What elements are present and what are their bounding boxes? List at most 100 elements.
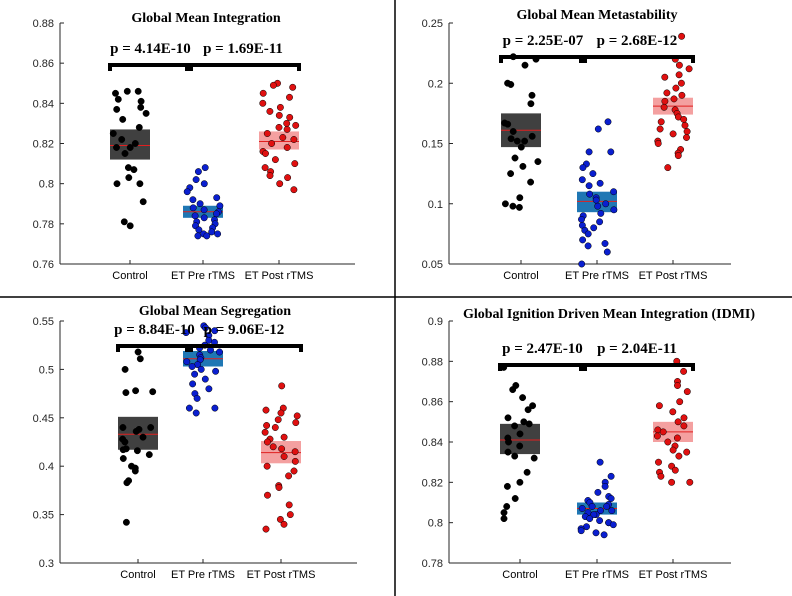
data-point xyxy=(663,89,671,97)
data-point xyxy=(503,503,511,510)
data-point xyxy=(286,93,293,101)
data-point xyxy=(212,367,220,375)
x-tick-label: Control xyxy=(503,270,538,282)
data-point xyxy=(516,430,524,438)
data-point xyxy=(527,100,535,108)
data-point xyxy=(280,433,288,441)
data-point xyxy=(669,408,677,416)
data-point xyxy=(285,472,293,480)
data-point xyxy=(283,144,291,151)
p-value-bracket xyxy=(116,344,193,352)
data-point xyxy=(597,507,604,515)
data-point xyxy=(584,242,592,250)
data-point xyxy=(673,434,681,442)
data-point xyxy=(286,511,294,519)
data-point xyxy=(136,355,144,363)
data-point xyxy=(534,158,542,166)
data-point xyxy=(597,209,605,217)
data-point xyxy=(283,125,291,133)
data-point xyxy=(511,495,519,502)
data-point xyxy=(292,419,300,427)
data-point xyxy=(200,214,208,222)
data-point xyxy=(683,134,690,141)
data-point xyxy=(590,511,598,519)
data-point xyxy=(293,412,301,420)
data-point xyxy=(527,178,535,186)
data-point xyxy=(596,458,604,466)
p-value-label: p = 2.04E-11 xyxy=(597,341,677,357)
data-point xyxy=(677,79,685,87)
data-point xyxy=(519,394,527,402)
data-point xyxy=(125,174,133,182)
data-point xyxy=(292,121,300,129)
p-value-label: p = 4.14E-10 xyxy=(110,41,191,57)
panel-global-mean-integration: Global Mean Integration 0.76 0.78 0.8 0.82 0… xyxy=(33,11,355,282)
p-value-bracket xyxy=(185,344,303,352)
data-point xyxy=(505,438,512,446)
data-point xyxy=(291,160,299,168)
data-point xyxy=(509,202,517,210)
data-point xyxy=(674,382,681,389)
y-tick-label: 0.35 xyxy=(33,510,54,522)
data-point xyxy=(513,137,521,145)
data-point xyxy=(149,388,157,396)
data-point xyxy=(524,406,532,414)
data-point xyxy=(276,180,284,188)
data-point xyxy=(183,188,191,196)
data-point xyxy=(182,329,190,337)
p-value-label: p = 2.47E-10 xyxy=(502,341,583,357)
data-point xyxy=(205,385,213,393)
data-point xyxy=(262,406,270,414)
data-point xyxy=(122,389,130,397)
data-point xyxy=(579,236,587,244)
y-tick-label: 0.5 xyxy=(39,364,54,376)
data-point xyxy=(291,448,299,456)
data-point xyxy=(592,529,600,537)
data-point xyxy=(668,478,676,486)
y-tick-label: 0.9 xyxy=(428,316,443,328)
panel-title: Global Ignition Driven Mean Integration … xyxy=(463,307,755,322)
data-point xyxy=(263,130,271,137)
data-point xyxy=(196,200,204,208)
x-tick-label: ET Post rTMS xyxy=(247,569,316,581)
data-point xyxy=(124,164,132,172)
y-tick-label: 0.55 xyxy=(33,316,54,328)
data-point xyxy=(507,170,515,178)
data-point xyxy=(185,404,193,412)
y-tick-label: 0.1 xyxy=(428,199,443,211)
data-point xyxy=(660,103,668,111)
data-point xyxy=(203,232,211,240)
data-point xyxy=(500,509,508,517)
data-point xyxy=(592,196,600,204)
data-point xyxy=(280,520,288,528)
data-point xyxy=(200,180,208,188)
data-point xyxy=(137,103,145,111)
data-point xyxy=(516,478,524,486)
data-point xyxy=(202,324,209,332)
data-point xyxy=(594,125,602,133)
data-point xyxy=(671,466,679,474)
data-point xyxy=(263,462,271,470)
data-point xyxy=(131,140,139,147)
data-point xyxy=(577,527,585,535)
data-point xyxy=(113,105,121,113)
data-point xyxy=(263,422,271,429)
data-point xyxy=(516,442,524,450)
data-point xyxy=(279,134,287,141)
data-point xyxy=(120,218,128,226)
data-point xyxy=(121,150,129,157)
data-point xyxy=(685,65,693,73)
data-point xyxy=(132,387,140,395)
data-point xyxy=(192,409,200,417)
data-point xyxy=(596,179,604,187)
data-point xyxy=(511,154,519,162)
data-point xyxy=(277,409,285,417)
data-point xyxy=(135,123,143,131)
y-tick-label: 0.76 xyxy=(33,259,54,271)
data-point xyxy=(657,118,665,126)
data-point xyxy=(664,164,672,172)
data-point xyxy=(133,447,141,455)
data-point xyxy=(511,422,519,430)
p-value-label: p = 8.84E-10 xyxy=(114,322,195,338)
data-point xyxy=(519,162,527,170)
